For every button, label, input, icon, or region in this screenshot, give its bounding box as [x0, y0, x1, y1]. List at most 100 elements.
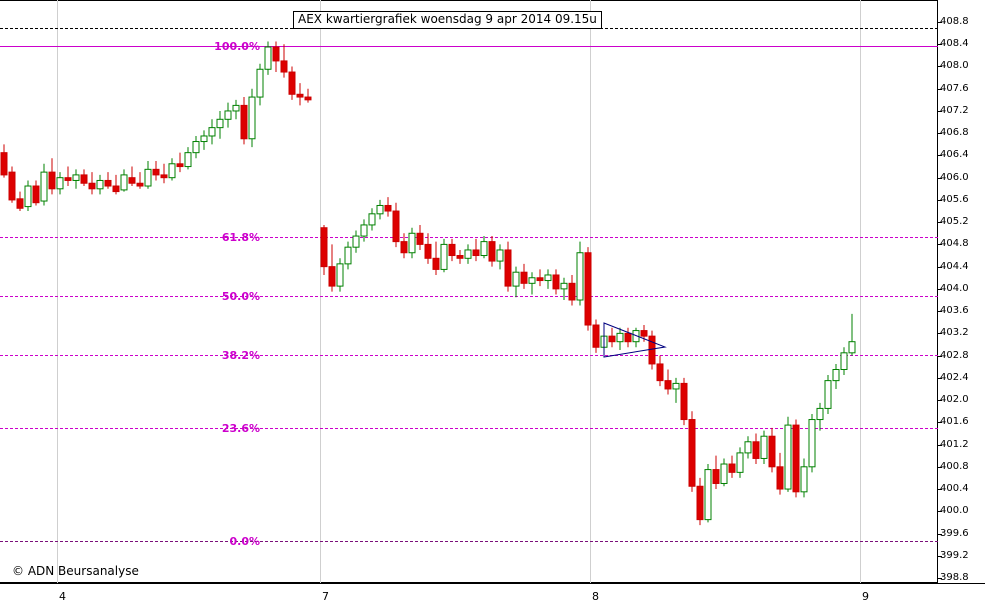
candle-body [424, 243, 432, 259]
y-tick-mark [938, 422, 942, 424]
y-tick-label: 403.6 [940, 305, 969, 317]
y-tick-label: 400.4 [940, 483, 969, 495]
y-tick-label: 404.0 [940, 282, 969, 294]
candle-body [184, 152, 192, 168]
candle-body [648, 335, 656, 365]
plot-top-border [0, 0, 938, 1]
candle-body [160, 174, 168, 179]
candle-body [352, 235, 360, 248]
y-tick-label: 407.2 [940, 104, 969, 116]
candle-body [504, 249, 512, 287]
candle-body [744, 441, 752, 454]
candle-body [328, 266, 336, 287]
y-tick-label: 408.8 [940, 16, 969, 27]
x-gridline-9 [860, 0, 861, 583]
y-tick-mark [938, 333, 942, 335]
candle-body [752, 441, 760, 459]
candle-body [8, 171, 16, 201]
y-tick-mark [938, 444, 942, 446]
candle-body [584, 252, 592, 326]
triangle-pattern-annotation [603, 322, 667, 358]
candle-body [168, 163, 176, 179]
fib-level-100 [0, 46, 938, 47]
x-axis: 4 7 8 9 [0, 583, 985, 610]
candle-body [368, 213, 376, 226]
y-tick-label: 408.0 [940, 60, 969, 72]
y-tick-label: 401.6 [940, 416, 969, 428]
chart-title: AEX kwartiergrafiek woensdag 9 apr 2014 … [293, 11, 602, 29]
y-tick-mark [938, 133, 942, 135]
candle-body [408, 232, 416, 254]
candle-body [512, 271, 520, 287]
candle-body [248, 96, 256, 140]
y-tick-label: 408.4 [940, 38, 969, 50]
fib-label-382: 38.2% [221, 349, 260, 362]
x-gridline-7 [320, 0, 321, 583]
candle-body [544, 274, 552, 282]
candle-body [824, 380, 832, 409]
x-tick-label-7: 7 [322, 590, 329, 603]
candle-body [64, 177, 72, 181]
fib-level-0 [0, 541, 938, 542]
x-axis-separator [0, 583, 985, 584]
candle-body [472, 249, 480, 257]
y-tick-label: 399.6 [940, 527, 969, 539]
y-tick-mark [938, 88, 942, 90]
y-tick-label: 404.4 [940, 260, 969, 272]
candle-body [280, 60, 288, 73]
candle-body [232, 104, 240, 112]
candle-body [760, 435, 768, 459]
candle-body [720, 463, 728, 484]
candle-body [72, 174, 80, 181]
candle-body [848, 341, 856, 354]
y-tick-label: 405.2 [940, 216, 969, 228]
candle-body [736, 452, 744, 473]
candle-body [256, 68, 264, 98]
candle-body [552, 274, 560, 290]
candle-body [664, 380, 672, 390]
y-tick-mark [938, 466, 942, 468]
y-tick-mark [938, 110, 942, 112]
candle-body [392, 210, 400, 243]
plot-right-border [937, 0, 938, 583]
candle-body [40, 171, 48, 202]
candle-body [704, 469, 712, 521]
candle-body [344, 246, 352, 265]
candle-body [80, 174, 88, 184]
candle-body [728, 463, 736, 473]
y-tick-label: 400.0 [940, 505, 969, 517]
y-tick-mark [938, 22, 942, 23]
candle-body [264, 46, 272, 70]
candle-body [320, 227, 328, 268]
fib-label-0: 0.0% [229, 535, 260, 548]
y-tick-label: 398.8 [940, 572, 969, 583]
candle-body [792, 424, 800, 493]
candle-body [616, 332, 624, 343]
candle-body [96, 179, 104, 190]
candle-body [128, 177, 136, 184]
candle-body [48, 171, 56, 190]
candle-body [200, 135, 208, 143]
candle-body [176, 163, 184, 168]
y-tick-mark [938, 222, 942, 224]
candle-body [672, 382, 680, 390]
y-tick-label: 402.4 [940, 371, 969, 383]
fib-level-382 [0, 355, 938, 357]
candle-body [776, 466, 784, 490]
y-tick-label: 407.6 [940, 82, 969, 94]
candle-body [440, 243, 448, 270]
candle-body [840, 352, 848, 371]
fib-level-50 [0, 296, 938, 298]
candle-body [632, 330, 640, 343]
x-gridline-4 [57, 0, 58, 583]
y-tick-mark [938, 489, 942, 491]
candle-body [448, 243, 456, 257]
candle-body [520, 271, 528, 284]
candlestick-series [0, 41, 856, 526]
candle-body [560, 282, 568, 290]
y-tick-mark [938, 377, 942, 379]
candle-body [88, 182, 96, 190]
x-tick-label-8: 8 [592, 590, 599, 603]
candle-body [624, 332, 632, 343]
